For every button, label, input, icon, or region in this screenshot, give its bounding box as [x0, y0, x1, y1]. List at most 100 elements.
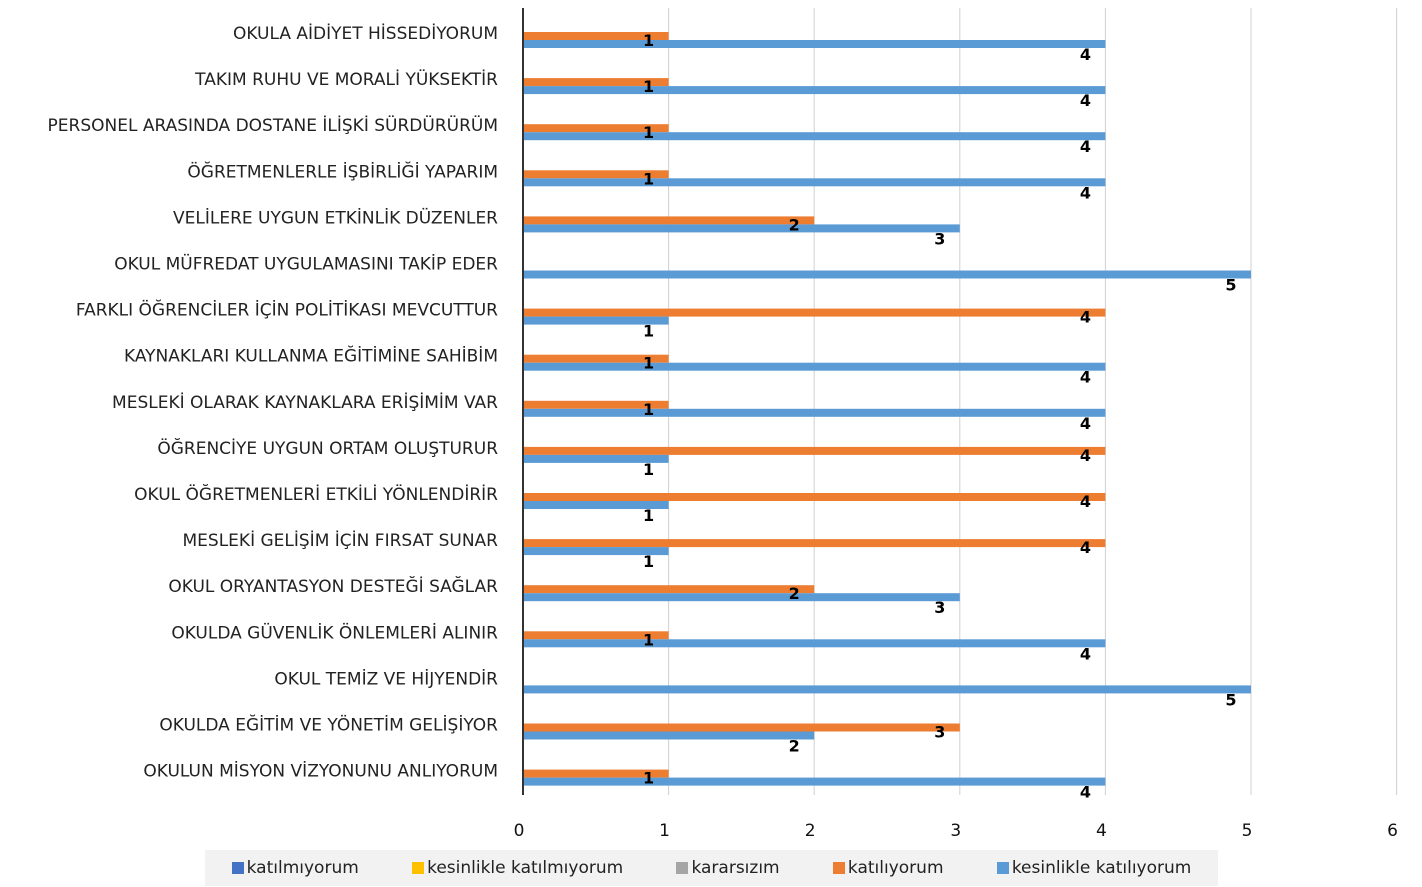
x-tick-label: 5 [1242, 821, 1253, 841]
legend-swatch [996, 862, 1009, 874]
data-label-katiliyorum: 1 [643, 400, 654, 419]
data-label-kesinlikle-katiliyorum: 4 [1080, 183, 1091, 202]
bar-katiliyorum [523, 585, 815, 594]
data-label-katiliyorum: 4 [1080, 538, 1091, 557]
category-label: OKULDA GÜVENLİK ÖNLEMLERİ ALINIR [171, 621, 498, 643]
x-tick-label: 6 [1387, 821, 1398, 841]
data-label-katiliyorum: 3 [934, 723, 945, 742]
data-label-kesinlikle-katiliyorum: 4 [1080, 137, 1091, 156]
legend-label: kararsızım [691, 858, 780, 878]
data-label-kesinlikle-katiliyorum: 1 [643, 460, 654, 479]
data-label-katiliyorum: 4 [1080, 492, 1091, 511]
data-label-katiliyorum: 1 [643, 354, 654, 373]
category-label: ÖĞRENCİYE UYGUN ORTAM OLUŞTURUR [157, 437, 498, 459]
data-label-katiliyorum: 2 [789, 215, 800, 234]
data-label-kesinlikle-katiliyorum: 3 [934, 598, 945, 617]
bar-kesinlikle-katiliyorum [523, 132, 1106, 141]
bar-kesinlikle-katiliyorum [523, 178, 1106, 187]
bar-katiliyorum [523, 769, 669, 778]
legend-item: kararsızım [676, 858, 780, 878]
legend-swatch [231, 862, 244, 874]
bar-kesinlikle-katiliyorum [523, 316, 669, 325]
data-label-katiliyorum: 1 [643, 630, 654, 649]
data-label-kesinlikle-katiliyorum: 4 [1080, 91, 1091, 110]
x-tick-label: 1 [659, 821, 670, 841]
bar-kesinlikle-katiliyorum [523, 593, 960, 602]
gridlines [668, 8, 1398, 795]
legend-swatch [832, 862, 845, 874]
category-label: VELİLERE UYGUN ETKİNLİK DÜZENLER [173, 206, 498, 228]
bar-kesinlikle-katiliyorum [523, 408, 1106, 417]
bar-kesinlikle-katiliyorum [523, 86, 1106, 95]
legend-item: katılıyorum [832, 858, 944, 878]
legend-label: kesinlikle katılmıyorum [427, 858, 624, 878]
data-label-katiliyorum: 4 [1080, 308, 1091, 327]
data-label-kesinlikle-katiliyorum: 1 [643, 506, 654, 525]
bar-kesinlikle-katiliyorum [523, 362, 1106, 371]
bars [523, 32, 1251, 786]
category-label: ÖĞRETMENLERLE İŞBİRLİĞİ YAPARIM [187, 160, 498, 182]
bar-kesinlikle-katiliyorum [523, 270, 1251, 279]
bar-kesinlikle-katiliyorum [523, 731, 815, 740]
category-labels: OKULA AİDİYET HİSSEDİYORUM TAKIM RUHU VE … [48, 23, 499, 782]
data-label-katiliyorum: 2 [789, 584, 800, 603]
data-labels: 1 4 1 4 1 4 1 4 2 3 5 4 1 1 4 1 4 4 1 4 1 4 1 2 3 1 4 5 3 2 1 4 [643, 31, 1237, 802]
category-label: MESLEKİ OLARAK KAYNAKLARA ERİŞİMİM VAR [112, 392, 498, 413]
category-label: OKULUN MİSYON VİZYONUNU ANLIYORUM [143, 761, 498, 782]
legend-item: kesinlikle katılmıyorum [412, 858, 623, 878]
data-label-kesinlikle-katiliyorum: 3 [934, 229, 945, 248]
data-label-katiliyorum: 1 [643, 77, 654, 96]
data-label-katiliyorum: 1 [643, 123, 654, 142]
bar-katiliyorum [523, 216, 815, 225]
category-label: PERSONEL ARASINDA DOSTANE İLİŞKİ SÜRDÜRÜ… [48, 114, 498, 136]
bar-kesinlikle-katiliyorum [523, 501, 669, 509]
data-label-kesinlikle-katiliyorum: 5 [1225, 276, 1236, 295]
bar-kesinlikle-katiliyorum [523, 40, 1106, 48]
bar-katiliyorum [523, 446, 1106, 455]
bar-katiliyorum [523, 170, 669, 179]
category-label: OKULA AİDİYET HİSSEDİYORUM [233, 23, 498, 44]
data-label-kesinlikle-katiliyorum: 1 [643, 322, 654, 341]
legend-swatch [676, 862, 689, 874]
legend-item: kesinlikle katılıyorum [996, 858, 1192, 878]
data-label-kesinlikle-katiliyorum: 4 [1080, 368, 1091, 387]
x-tick-label: 0 [514, 821, 525, 841]
category-label: OKUL TEMİZ VE HİJYENDİR [274, 668, 498, 689]
x-tick-label: 4 [1096, 821, 1107, 841]
category-label: OKUL ÖĞRETMENLERİ ETKİLİ YÖNLENDİRİR [134, 483, 498, 505]
legend-item: katılmıyorum [231, 858, 359, 878]
category-label: OKUL MÜFREDAT UYGULAMASINI TAKİP EDER [114, 253, 498, 275]
data-label-kesinlikle-katiliyorum: 4 [1080, 783, 1091, 802]
bar-katiliyorum [523, 493, 1106, 501]
category-label: KAYNAKLARI KULLANMA EĞİTİMİNE SAHİBİM [124, 345, 498, 367]
legend-swatch [412, 862, 425, 874]
bar-kesinlikle-katiliyorum [523, 685, 1251, 694]
bar-katiliyorum [523, 354, 669, 363]
legend-label: kesinlikle katılıyorum [1011, 858, 1192, 878]
bar-kesinlikle-katiliyorum [523, 777, 1106, 786]
category-label: FARKLI ÖĞRENCİLER İÇİN POLİTİKASI MEVCUT… [76, 299, 498, 321]
bar-katiliyorum [523, 308, 1106, 317]
legend-label: katılıyorum [847, 858, 944, 878]
bar-katiliyorum [523, 124, 669, 133]
category-label: TAKIM RUHU VE MORALİ YÜKSEKTİR [194, 68, 498, 90]
bar-katiliyorum [523, 32, 669, 40]
data-label-kesinlikle-katiliyorum: 2 [789, 737, 800, 756]
data-label-kesinlikle-katiliyorum: 4 [1080, 414, 1091, 433]
bar-katiliyorum [523, 78, 669, 87]
x-tick-label: 2 [805, 821, 816, 841]
data-label-katiliyorum: 1 [643, 31, 654, 50]
bar-kesinlikle-katiliyorum [523, 639, 1106, 648]
data-label-katiliyorum: 1 [643, 769, 654, 788]
legend: katılmıyorum kesinlikle katılmıyorum karar… [205, 850, 1218, 886]
data-label-katiliyorum: 4 [1080, 446, 1091, 465]
legend-label: katılmıyorum [246, 858, 359, 878]
data-label-kesinlikle-katiliyorum: 4 [1080, 45, 1091, 64]
x-tick-labels: 0 1 2 3 4 5 6 [514, 821, 1398, 841]
bar-katiliyorum [523, 400, 669, 409]
bar-kesinlikle-katiliyorum [523, 454, 669, 463]
data-label-kesinlikle-katiliyorum: 5 [1225, 690, 1236, 709]
category-label: OKULDA EĞİTİM VE YÖNETİM GELİŞİYOR [159, 714, 498, 736]
bar-katiliyorum [523, 631, 669, 640]
